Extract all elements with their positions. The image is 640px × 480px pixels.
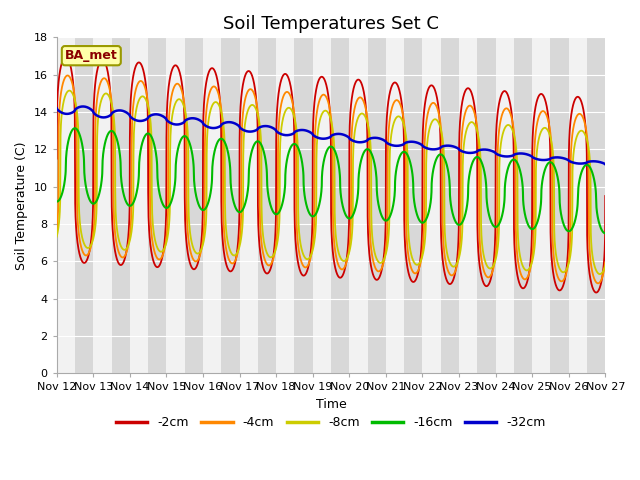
- -4cm: [53, 228, 61, 234]
- -32cm: [287, 132, 295, 137]
- -32cm: [591, 158, 598, 164]
- -32cm: [79, 104, 86, 109]
- Bar: [367, 37, 386, 373]
- -16cm: [287, 144, 295, 150]
- Bar: [514, 37, 532, 373]
- Bar: [111, 37, 130, 373]
- Bar: [258, 37, 276, 373]
- -8cm: [591, 264, 598, 269]
- -4cm: [287, 95, 295, 100]
- Bar: [148, 37, 166, 373]
- -2cm: [287, 85, 295, 91]
- -16cm: [116, 148, 124, 154]
- -16cm: [148, 135, 156, 141]
- Bar: [605, 37, 623, 373]
- Bar: [93, 37, 111, 373]
- -4cm: [63, 72, 71, 78]
- -16cm: [71, 125, 79, 131]
- Bar: [130, 37, 148, 373]
- Line: -32cm: -32cm: [57, 107, 605, 164]
- -4cm: [602, 260, 609, 265]
- Line: -16cm: -16cm: [57, 128, 605, 233]
- Bar: [239, 37, 258, 373]
- -16cm: [264, 182, 271, 188]
- -4cm: [591, 277, 598, 283]
- -4cm: [532, 131, 540, 137]
- -8cm: [264, 251, 271, 257]
- -8cm: [116, 239, 124, 245]
- -16cm: [532, 223, 540, 229]
- Bar: [294, 37, 313, 373]
- -2cm: [148, 252, 156, 258]
- Bar: [495, 37, 514, 373]
- -32cm: [264, 123, 271, 129]
- -4cm: [594, 280, 602, 286]
- -2cm: [602, 193, 609, 199]
- -8cm: [602, 263, 609, 268]
- Bar: [550, 37, 569, 373]
- -32cm: [116, 108, 124, 113]
- -32cm: [532, 156, 540, 162]
- Bar: [166, 37, 185, 373]
- -2cm: [532, 104, 540, 109]
- -8cm: [148, 205, 156, 211]
- Bar: [386, 37, 404, 373]
- Bar: [422, 37, 441, 373]
- -8cm: [287, 106, 295, 112]
- Line: -4cm: -4cm: [57, 75, 605, 283]
- Bar: [221, 37, 239, 373]
- Bar: [532, 37, 550, 373]
- -16cm: [53, 199, 61, 204]
- Bar: [569, 37, 587, 373]
- -16cm: [591, 180, 598, 185]
- -2cm: [264, 271, 271, 276]
- Y-axis label: Soil Temperature (C): Soil Temperature (C): [15, 141, 28, 270]
- Line: -2cm: -2cm: [57, 57, 605, 292]
- Legend: -2cm, -4cm, -8cm, -16cm, -32cm: -2cm, -4cm, -8cm, -16cm, -32cm: [111, 411, 551, 434]
- -4cm: [148, 235, 156, 241]
- -8cm: [532, 227, 540, 233]
- Line: -8cm: -8cm: [57, 91, 605, 274]
- -2cm: [591, 289, 598, 295]
- Title: Soil Temperatures Set C: Soil Temperatures Set C: [223, 15, 439, 33]
- -2cm: [116, 262, 124, 267]
- Bar: [587, 37, 605, 373]
- Bar: [57, 37, 75, 373]
- -32cm: [602, 161, 609, 167]
- -2cm: [53, 156, 61, 162]
- Bar: [276, 37, 294, 373]
- -2cm: [62, 54, 70, 60]
- Bar: [349, 37, 367, 373]
- Bar: [75, 37, 93, 373]
- Bar: [313, 37, 331, 373]
- -8cm: [596, 271, 604, 277]
- -16cm: [602, 230, 609, 236]
- -8cm: [65, 88, 73, 94]
- -32cm: [53, 106, 61, 111]
- -32cm: [148, 112, 156, 118]
- Text: BA_met: BA_met: [65, 49, 118, 62]
- -4cm: [264, 262, 271, 267]
- -4cm: [116, 251, 124, 257]
- -8cm: [53, 234, 61, 240]
- -2cm: [592, 289, 600, 295]
- Bar: [477, 37, 495, 373]
- Bar: [404, 37, 422, 373]
- Bar: [459, 37, 477, 373]
- X-axis label: Time: Time: [316, 398, 346, 411]
- Bar: [185, 37, 203, 373]
- Bar: [441, 37, 459, 373]
- Bar: [203, 37, 221, 373]
- Bar: [331, 37, 349, 373]
